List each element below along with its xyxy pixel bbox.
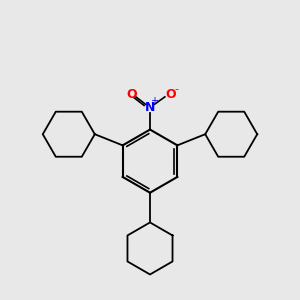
- Text: O: O: [165, 88, 176, 101]
- Text: N: N: [145, 101, 155, 114]
- Text: O: O: [126, 88, 137, 101]
- Text: -: -: [174, 84, 178, 94]
- Text: +: +: [151, 96, 158, 106]
